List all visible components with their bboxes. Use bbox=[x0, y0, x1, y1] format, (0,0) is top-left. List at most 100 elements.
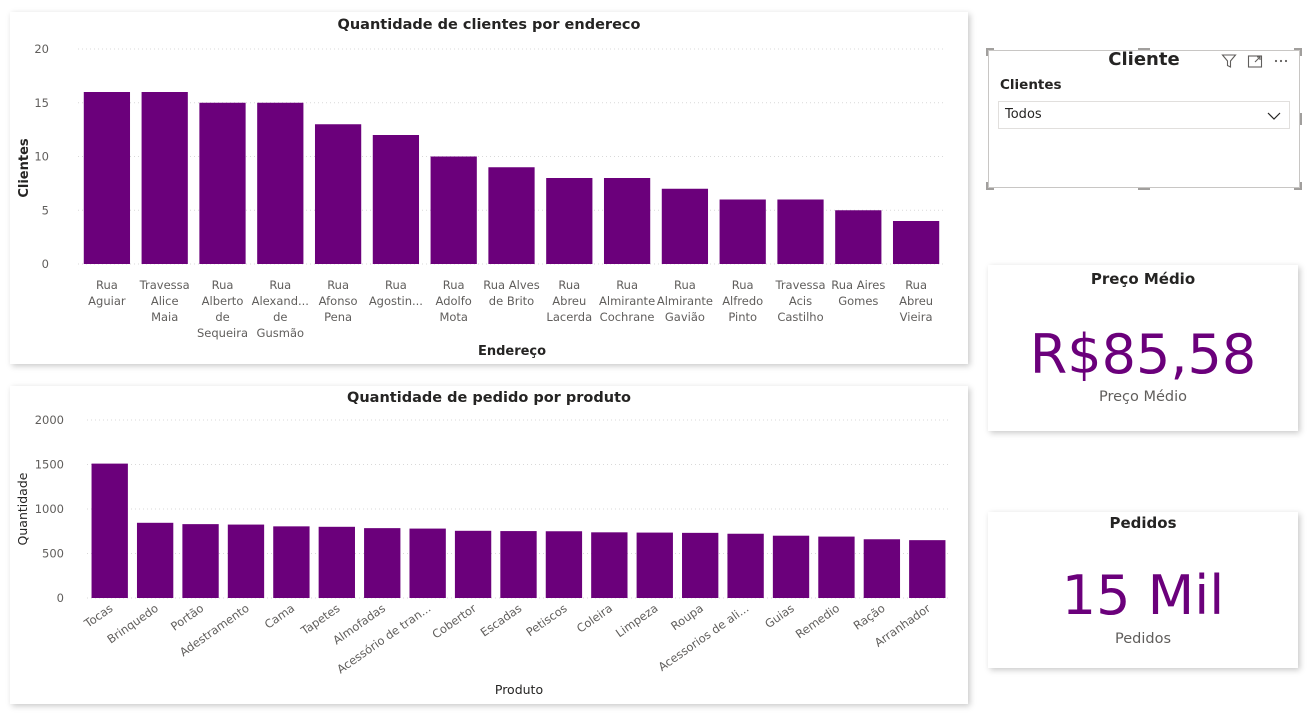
bar[interactable] bbox=[182, 524, 219, 598]
bar[interactable] bbox=[488, 167, 535, 264]
y-tick-label: 0 bbox=[57, 591, 64, 605]
bar[interactable] bbox=[909, 540, 946, 598]
chart-title: Quantidade de clientes por endereco bbox=[338, 17, 641, 33]
resize-handle[interactable] bbox=[1300, 182, 1302, 190]
cliente-slicer[interactable]: Cliente Clientes Todos bbox=[986, 48, 1302, 190]
bar[interactable] bbox=[603, 178, 651, 264]
bar[interactable] bbox=[141, 92, 188, 264]
resize-handle[interactable] bbox=[986, 48, 994, 50]
slicer-title: Cliente bbox=[1108, 49, 1180, 70]
y-tick-label: 1500 bbox=[35, 458, 64, 472]
bar[interactable] bbox=[818, 536, 855, 598]
kpi-value: 15 Mil bbox=[1061, 564, 1225, 627]
bar[interactable] bbox=[314, 124, 362, 264]
bar[interactable] bbox=[372, 135, 420, 264]
bar[interactable] bbox=[835, 210, 882, 264]
x-tick-label: Roupa bbox=[668, 601, 706, 633]
bar[interactable] bbox=[273, 526, 310, 598]
resize-handle[interactable] bbox=[1138, 188, 1150, 190]
x-tick-label: Rua Afonso Pena bbox=[319, 278, 358, 324]
x-tick-label: Travessa Acis Castilho bbox=[774, 278, 825, 324]
focus-mode-icon[interactable] bbox=[1247, 53, 1263, 69]
y-axis-title: Quantidade bbox=[15, 472, 30, 545]
bar[interactable] bbox=[136, 522, 174, 598]
bar[interactable] bbox=[719, 199, 766, 265]
resize-handle[interactable] bbox=[1300, 113, 1302, 125]
y-tick-label: 10 bbox=[34, 150, 49, 164]
pedidos-card[interactable]: Pedidos 15 Mil Pedidos bbox=[988, 512, 1298, 668]
bar[interactable] bbox=[199, 102, 246, 264]
bar[interactable] bbox=[863, 539, 901, 598]
y-tick-label: 5 bbox=[42, 203, 49, 217]
dropdown-selected-value: Todos bbox=[1005, 107, 1042, 122]
filter-icon[interactable] bbox=[1221, 53, 1237, 69]
x-tick-label: Rua Aires Gomes bbox=[831, 278, 885, 308]
resize-handle[interactable] bbox=[1294, 48, 1302, 50]
x-tick-label: Petiscos bbox=[523, 601, 569, 639]
resize-handle[interactable] bbox=[1138, 48, 1150, 50]
more-options-icon[interactable] bbox=[1273, 53, 1289, 69]
bar[interactable] bbox=[227, 524, 265, 598]
x-tick-label: Portão bbox=[168, 601, 206, 634]
x-tick-label: Escadas bbox=[478, 601, 525, 639]
bar[interactable] bbox=[772, 535, 810, 598]
bar[interactable] bbox=[661, 188, 709, 264]
bar[interactable] bbox=[364, 528, 401, 598]
x-tick-label: Limpeza bbox=[613, 601, 661, 640]
kpi-label: Pedidos bbox=[1114, 631, 1171, 647]
preco-medio-card[interactable]: Preço Médio R$85,58 Preço Médio bbox=[988, 265, 1298, 431]
bar[interactable] bbox=[318, 526, 355, 598]
bar[interactable] bbox=[257, 102, 304, 264]
y-tick-label: 2000 bbox=[35, 413, 64, 427]
bar[interactable] bbox=[83, 92, 131, 264]
x-tick-label: Rua Aguiar bbox=[88, 278, 126, 308]
clientes-dropdown[interactable]: Todos bbox=[998, 101, 1290, 129]
bar[interactable] bbox=[430, 156, 477, 265]
x-tick-label: Guias bbox=[762, 601, 797, 631]
x-tick-label: Rua Abreu Lacerda bbox=[546, 278, 592, 324]
resize-handle[interactable] bbox=[986, 48, 988, 56]
pedidos-chart-svg: Quantidade de pedido por produto Quantida… bbox=[15, 390, 950, 697]
slicer-header-icons bbox=[1221, 53, 1289, 69]
y-tick-label: 20 bbox=[34, 42, 49, 56]
y-tick-label: 15 bbox=[34, 96, 49, 110]
bar[interactable] bbox=[454, 530, 492, 598]
resize-handle[interactable] bbox=[1294, 188, 1302, 190]
y-tick-label: 1000 bbox=[35, 502, 64, 516]
bar[interactable] bbox=[545, 531, 583, 598]
chart-title: Quantidade de pedido por produto bbox=[347, 390, 631, 406]
bar[interactable] bbox=[500, 531, 537, 598]
kpi-title: Pedidos bbox=[1109, 514, 1177, 532]
bar[interactable] bbox=[682, 532, 719, 598]
resize-handle[interactable] bbox=[986, 188, 994, 190]
x-tick-label: Rua Alfredo Pinto bbox=[722, 278, 763, 324]
x-tick-label: Remedio bbox=[793, 601, 842, 641]
x-tick-label: Rua Abreu Vieira bbox=[899, 278, 933, 324]
y-axis-title: Clientes bbox=[17, 138, 32, 198]
chevron-down-icon[interactable] bbox=[1267, 108, 1281, 122]
x-tick-label: Rua Agostin... bbox=[369, 278, 423, 308]
resize-handle[interactable] bbox=[1300, 48, 1302, 56]
pedidos-por-produto-chart[interactable]: Quantidade de pedido por produto Quantida… bbox=[10, 386, 968, 704]
bar[interactable] bbox=[546, 178, 593, 264]
bar[interactable] bbox=[591, 532, 628, 598]
bar[interactable] bbox=[409, 528, 446, 598]
slicer-field-label: Clientes bbox=[1000, 77, 1062, 93]
x-tick-label: Rua Alberto de Sequeira bbox=[197, 278, 248, 340]
x-tick-label: Tocas bbox=[81, 601, 116, 631]
resize-handle[interactable] bbox=[986, 182, 988, 190]
y-tick-label: 500 bbox=[42, 547, 64, 561]
bar[interactable] bbox=[727, 533, 764, 598]
bar[interactable] bbox=[91, 463, 128, 598]
x-tick-label: Ração bbox=[851, 601, 888, 633]
bar[interactable] bbox=[777, 199, 824, 265]
x-tick-label: Rua Alexand... de Gusmão bbox=[252, 278, 309, 340]
bar[interactable] bbox=[636, 532, 673, 598]
x-tick-label: Coleira bbox=[574, 601, 615, 636]
clientes-por-endereco-chart[interactable]: Quantidade de clientes por endereco Clien… bbox=[10, 12, 968, 364]
x-tick-label: Travessa Alice Maia bbox=[139, 278, 190, 324]
bar[interactable] bbox=[892, 221, 940, 264]
clientes-chart-svg: Quantidade de clientes por endereco Clien… bbox=[17, 17, 945, 359]
kpi-label: Preço Médio bbox=[1098, 389, 1188, 405]
y-tick-label: 0 bbox=[42, 257, 49, 271]
